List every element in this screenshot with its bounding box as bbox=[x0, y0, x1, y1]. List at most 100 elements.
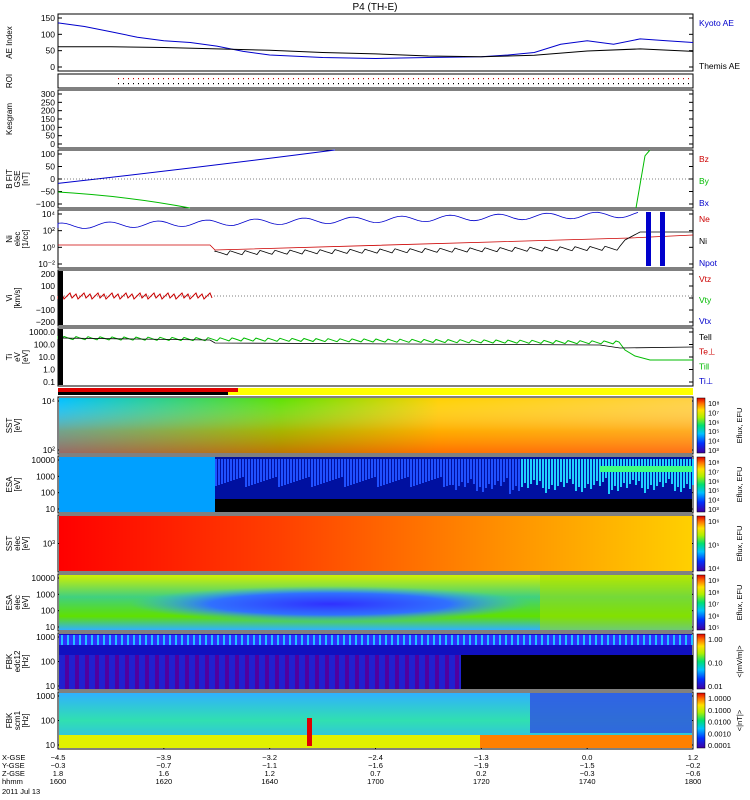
spectrogram-column bbox=[315, 635, 317, 645]
spectrogram-column bbox=[581, 635, 583, 645]
spectrogram-column bbox=[417, 635, 419, 645]
spectrogram-column bbox=[673, 635, 675, 645]
roi-dot bbox=[643, 78, 644, 80]
spectrogram-column bbox=[323, 635, 325, 645]
spectrogram-column bbox=[449, 635, 451, 645]
spectrogram-column bbox=[272, 459, 274, 478]
spectrogram-column bbox=[227, 655, 229, 689]
spectrogram-sst-elec bbox=[59, 516, 692, 571]
y-tick-label: 10⁴ bbox=[42, 396, 55, 406]
spectrogram-column bbox=[589, 635, 591, 645]
spectrogram-column bbox=[625, 655, 627, 689]
spectrogram-column bbox=[141, 635, 143, 645]
colorbar-tick-label: 10⁴ bbox=[708, 437, 720, 446]
roi-dot bbox=[368, 78, 369, 80]
spectrogram-column bbox=[153, 635, 155, 645]
spectrogram-column bbox=[525, 635, 527, 645]
roi-dot bbox=[163, 83, 164, 85]
spectrogram-column bbox=[476, 459, 478, 491]
spectrogram-column bbox=[245, 635, 247, 645]
spectrogram-column bbox=[137, 655, 139, 689]
y-tick-label: 100 bbox=[41, 657, 55, 667]
spectrogram-column bbox=[337, 655, 339, 689]
spectrogram-column bbox=[314, 459, 316, 486]
roi-dot bbox=[343, 78, 344, 80]
roi-dot bbox=[663, 78, 664, 80]
spectrogram-column bbox=[296, 459, 298, 481]
spectrogram-column bbox=[237, 635, 239, 645]
spectrogram-column bbox=[307, 655, 309, 689]
roi-dot bbox=[418, 83, 419, 85]
spectrogram-column bbox=[125, 655, 127, 689]
spectrogram-column bbox=[79, 655, 81, 689]
spectrogram-column bbox=[179, 655, 181, 689]
roi-dot bbox=[658, 78, 659, 80]
spectrogram-column bbox=[357, 635, 359, 645]
spectrogram-column bbox=[503, 655, 505, 689]
spectrogram-column bbox=[409, 655, 411, 689]
spectrogram-column bbox=[403, 635, 405, 645]
roi-dot bbox=[518, 78, 519, 80]
spectrogram-column bbox=[153, 655, 155, 689]
roi-dot bbox=[583, 78, 584, 80]
spectrogram-column bbox=[155, 655, 157, 689]
spectrogram-column bbox=[475, 655, 477, 689]
y-tick-label: 0 bbox=[50, 139, 55, 149]
spectrogram-column bbox=[587, 635, 589, 645]
spectrogram-column bbox=[199, 635, 201, 645]
x-axis-row-label: Y-GSE bbox=[2, 761, 25, 770]
spectrogram-column bbox=[338, 459, 340, 478]
spectrogram-column bbox=[477, 635, 479, 645]
spectrogram-column bbox=[311, 635, 313, 645]
spectrogram-column bbox=[227, 459, 229, 482]
roi-dot bbox=[348, 78, 349, 80]
roi-dot bbox=[243, 78, 244, 80]
spectrogram-column bbox=[679, 635, 681, 645]
spectrogram-column bbox=[577, 635, 579, 645]
roi-dot bbox=[383, 78, 384, 80]
spectrogram-column bbox=[359, 655, 361, 689]
spectrogram-column bbox=[583, 635, 585, 645]
spectrogram-column bbox=[171, 655, 173, 689]
colorbar-tick-label: 10⁵ bbox=[708, 427, 719, 436]
spectrogram-column bbox=[465, 635, 467, 645]
spectrogram-column bbox=[518, 459, 520, 491]
roi-dot bbox=[573, 83, 574, 85]
spectrogram-column bbox=[71, 635, 73, 645]
spectrogram-column bbox=[515, 655, 517, 689]
spectrogram-column bbox=[569, 635, 571, 645]
roi-dot bbox=[343, 83, 344, 85]
spectrogram-column bbox=[105, 635, 107, 645]
roi-dot bbox=[193, 83, 194, 85]
roi-dot bbox=[328, 78, 329, 80]
spectrogram-column bbox=[573, 655, 575, 689]
spectrogram-column bbox=[410, 459, 412, 487]
spectrogram-column bbox=[449, 655, 451, 689]
colorbar-tick-label: 10⁹ bbox=[708, 576, 720, 585]
spectrogram-column bbox=[129, 655, 131, 689]
spectrogram-column bbox=[351, 655, 353, 689]
spectrogram-column bbox=[255, 655, 257, 689]
spectrogram-column bbox=[266, 459, 268, 480]
spectrogram-column bbox=[529, 655, 531, 689]
spectrogram-column bbox=[563, 655, 565, 689]
spectrogram-column bbox=[590, 459, 592, 489]
spectrogram-column bbox=[201, 655, 203, 689]
spectrogram-column bbox=[559, 655, 561, 689]
spectrogram-column bbox=[369, 655, 371, 689]
series-line-by bbox=[635, 149, 651, 209]
roi-dot bbox=[368, 83, 369, 85]
spectrogram-column bbox=[320, 459, 322, 484]
spectrogram-column bbox=[489, 655, 491, 689]
spectrogram-column bbox=[453, 655, 455, 689]
roi-dot bbox=[523, 78, 524, 80]
spectrogram-column bbox=[243, 655, 245, 689]
spectrogram-column bbox=[491, 459, 493, 489]
spectrogram-column bbox=[87, 655, 89, 689]
spectrogram-column bbox=[609, 635, 611, 645]
spectrogram-column bbox=[497, 655, 499, 689]
spectrogram-column bbox=[149, 635, 151, 645]
y-axis-label: Kesgram bbox=[5, 103, 14, 135]
spectrogram-column bbox=[71, 655, 73, 689]
roi-dot bbox=[438, 78, 439, 80]
